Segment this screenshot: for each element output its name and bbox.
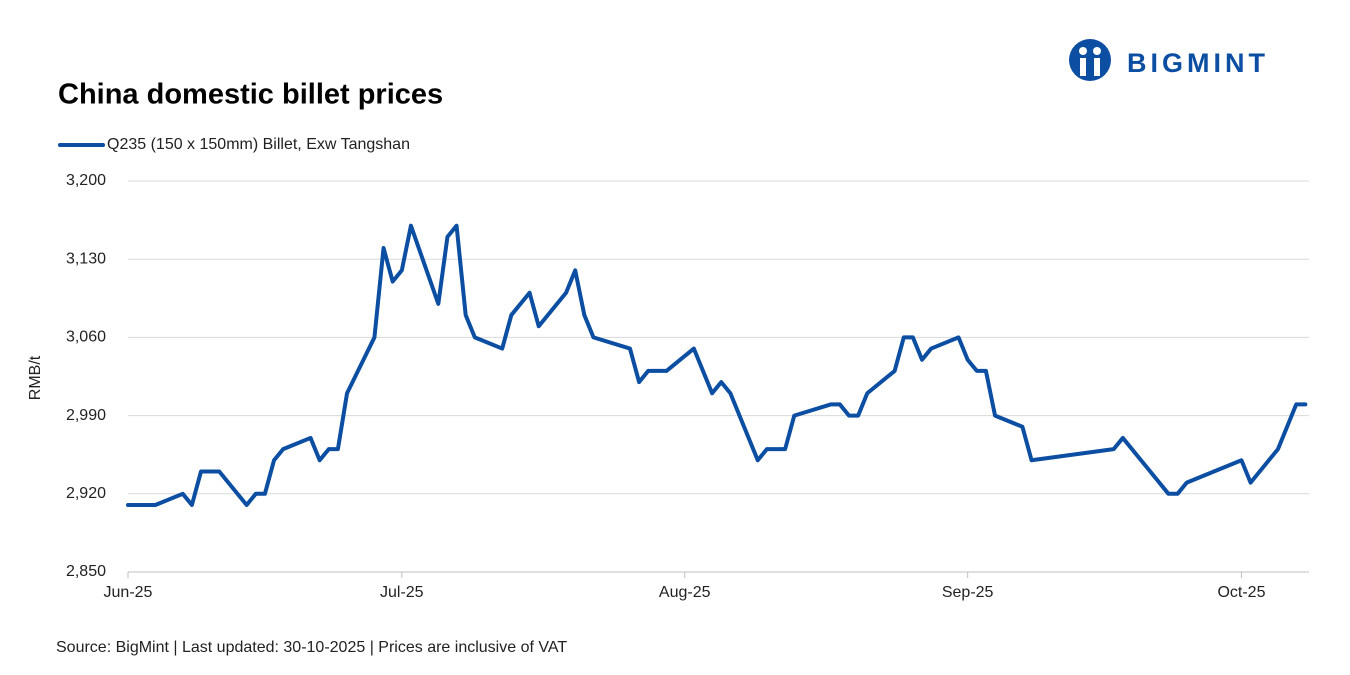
y-tick-label: 2,990 [66,407,106,424]
price-line [126,223,1308,507]
x-tick-label: Jul-25 [380,584,424,601]
logo-icon [1069,39,1111,81]
y-tick-label: 3,200 [66,172,106,189]
y-tick-label: 3,130 [66,250,106,267]
y-tick-label: 2,850 [66,563,106,580]
brand: BIGMINT [1127,48,1269,78]
x-tick-label: Oct-25 [1217,584,1265,601]
y-tick-label: 3,060 [66,329,106,346]
x-tick-label: Aug-25 [659,584,711,601]
legend-label: Q235 (150 x 150mm) Billet, Exw Tangshan [107,136,410,153]
chart-title: China domestic billet prices [58,79,443,111]
y-axis-label: RMB/t [27,355,44,400]
footer: Source: BigMint | Last updated: 30-10-20… [56,639,567,656]
x-tick-label: Sep-25 [942,584,994,601]
x-tick-label: Jun-25 [104,584,153,601]
y-tick-label: 2,920 [66,485,106,502]
